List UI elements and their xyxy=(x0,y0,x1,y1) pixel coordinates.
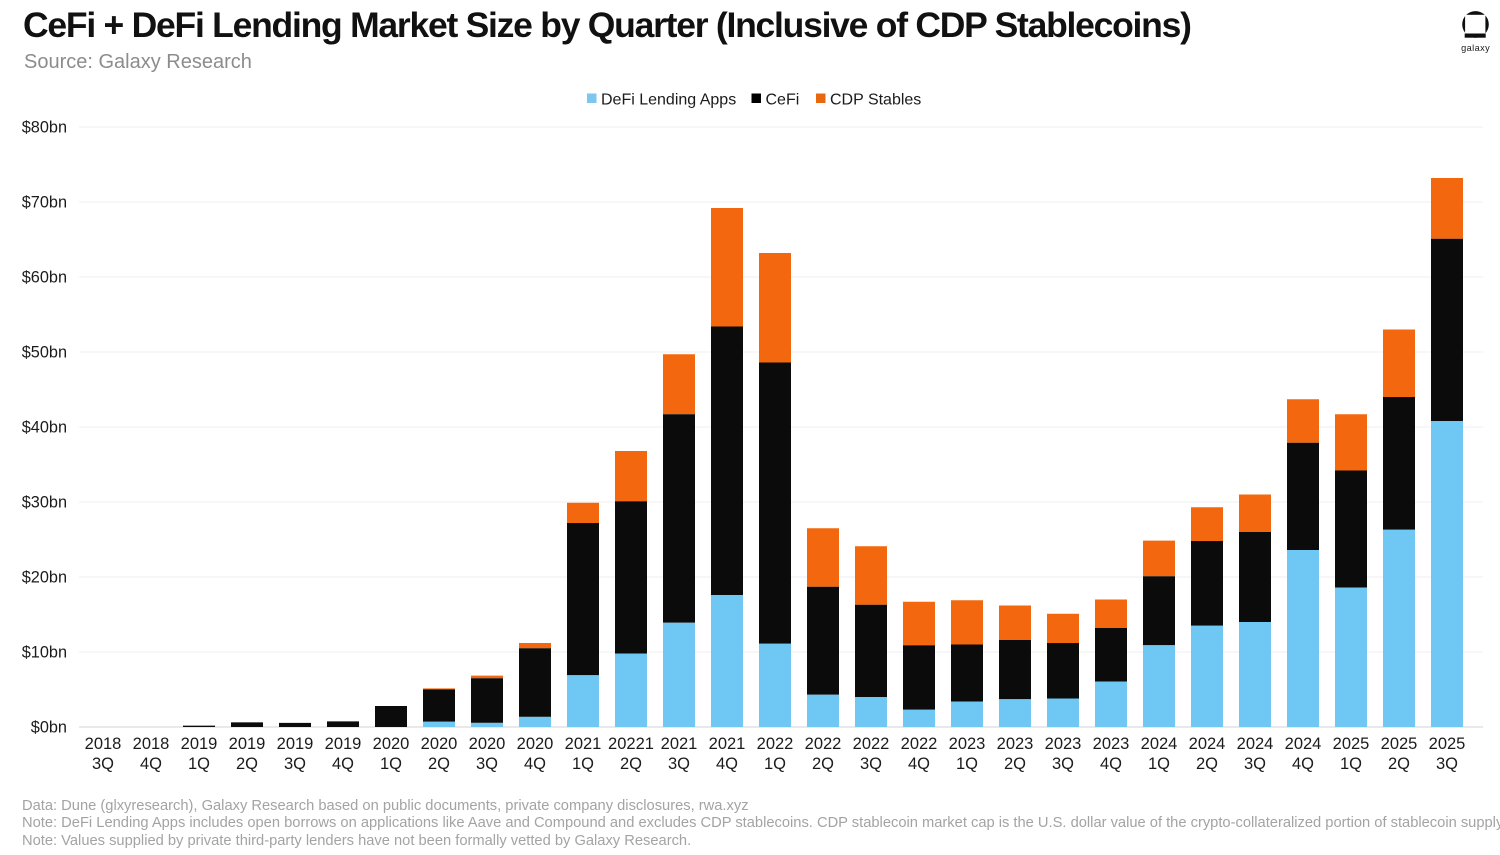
svg-text:2022: 2022 xyxy=(901,735,938,753)
svg-text:2025: 2025 xyxy=(1429,735,1466,753)
svg-text:3Q: 3Q xyxy=(1244,755,1266,773)
svg-text:2018: 2018 xyxy=(133,735,170,753)
svg-text:1Q: 1Q xyxy=(956,755,978,773)
svg-text:$30bn: $30bn xyxy=(22,494,67,512)
svg-text:20221: 20221 xyxy=(608,735,654,753)
svg-text:$10bn: $10bn xyxy=(22,644,67,662)
svg-text:2024: 2024 xyxy=(1189,735,1226,753)
svg-text:2020: 2020 xyxy=(373,735,410,753)
svg-text:$60bn: $60bn xyxy=(22,269,67,287)
svg-text:1Q: 1Q xyxy=(1340,755,1362,773)
svg-text:$40bn: $40bn xyxy=(22,419,67,437)
svg-text:3Q: 3Q xyxy=(860,755,882,773)
svg-text:3Q: 3Q xyxy=(284,755,306,773)
svg-text:2019: 2019 xyxy=(181,735,218,753)
svg-text:3Q: 3Q xyxy=(476,755,498,773)
svg-text:4Q: 4Q xyxy=(140,755,162,773)
svg-text:2021: 2021 xyxy=(661,735,698,753)
svg-text:3Q: 3Q xyxy=(668,755,690,773)
svg-text:2Q: 2Q xyxy=(1196,755,1218,773)
svg-text:2019: 2019 xyxy=(229,735,266,753)
svg-text:$20bn: $20bn xyxy=(22,569,67,587)
svg-text:4Q: 4Q xyxy=(524,755,546,773)
svg-text:1Q: 1Q xyxy=(764,755,786,773)
svg-text:1Q: 1Q xyxy=(1148,755,1170,773)
svg-text:3Q: 3Q xyxy=(92,755,114,773)
svg-text:4Q: 4Q xyxy=(716,755,738,773)
svg-text:2023: 2023 xyxy=(949,735,986,753)
svg-text:2019: 2019 xyxy=(325,735,362,753)
svg-text:1Q: 1Q xyxy=(572,755,594,773)
svg-text:$50bn: $50bn xyxy=(22,344,67,362)
svg-text:3Q: 3Q xyxy=(1436,755,1458,773)
svg-text:DeFi Lending Apps: DeFi Lending Apps xyxy=(601,92,736,109)
svg-text:CDP Stables: CDP Stables xyxy=(830,92,921,109)
svg-text:2020: 2020 xyxy=(421,735,458,753)
svg-text:2025: 2025 xyxy=(1381,735,1418,753)
svg-text:4Q: 4Q xyxy=(332,755,354,773)
svg-text:2024: 2024 xyxy=(1141,735,1178,753)
svg-text:1Q: 1Q xyxy=(188,755,210,773)
svg-text:2Q: 2Q xyxy=(812,755,834,773)
svg-text:$80bn: $80bn xyxy=(22,119,67,137)
svg-text:2019: 2019 xyxy=(277,735,314,753)
svg-text:galaxy: galaxy xyxy=(1461,43,1490,53)
svg-text:4Q: 4Q xyxy=(908,755,930,773)
svg-text:2022: 2022 xyxy=(853,735,890,753)
svg-text:2021: 2021 xyxy=(565,735,602,753)
svg-text:2021: 2021 xyxy=(709,735,746,753)
svg-text:2023: 2023 xyxy=(1093,735,1130,753)
svg-text:4Q: 4Q xyxy=(1292,755,1314,773)
svg-text:2Q: 2Q xyxy=(236,755,258,773)
svg-text:3Q: 3Q xyxy=(1052,755,1074,773)
svg-text:1Q: 1Q xyxy=(380,755,402,773)
svg-text:2Q: 2Q xyxy=(1004,755,1026,773)
svg-text:$0bn: $0bn xyxy=(31,719,67,737)
svg-text:2020: 2020 xyxy=(469,735,506,753)
svg-text:2025: 2025 xyxy=(1333,735,1370,753)
svg-text:CeFi: CeFi xyxy=(766,92,800,109)
svg-text:4Q: 4Q xyxy=(1100,755,1122,773)
svg-text:2Q: 2Q xyxy=(428,755,450,773)
svg-text:2022: 2022 xyxy=(805,735,842,753)
svg-text:2024: 2024 xyxy=(1285,735,1322,753)
svg-text:2Q: 2Q xyxy=(620,755,642,773)
svg-text:2022: 2022 xyxy=(757,735,794,753)
svg-text:2Q: 2Q xyxy=(1388,755,1410,773)
svg-text:2023: 2023 xyxy=(997,735,1034,753)
svg-text:2023: 2023 xyxy=(1045,735,1082,753)
svg-text:2024: 2024 xyxy=(1237,735,1274,753)
svg-text:2018: 2018 xyxy=(85,735,122,753)
svg-text:2020: 2020 xyxy=(517,735,554,753)
svg-text:$70bn: $70bn xyxy=(22,194,67,212)
